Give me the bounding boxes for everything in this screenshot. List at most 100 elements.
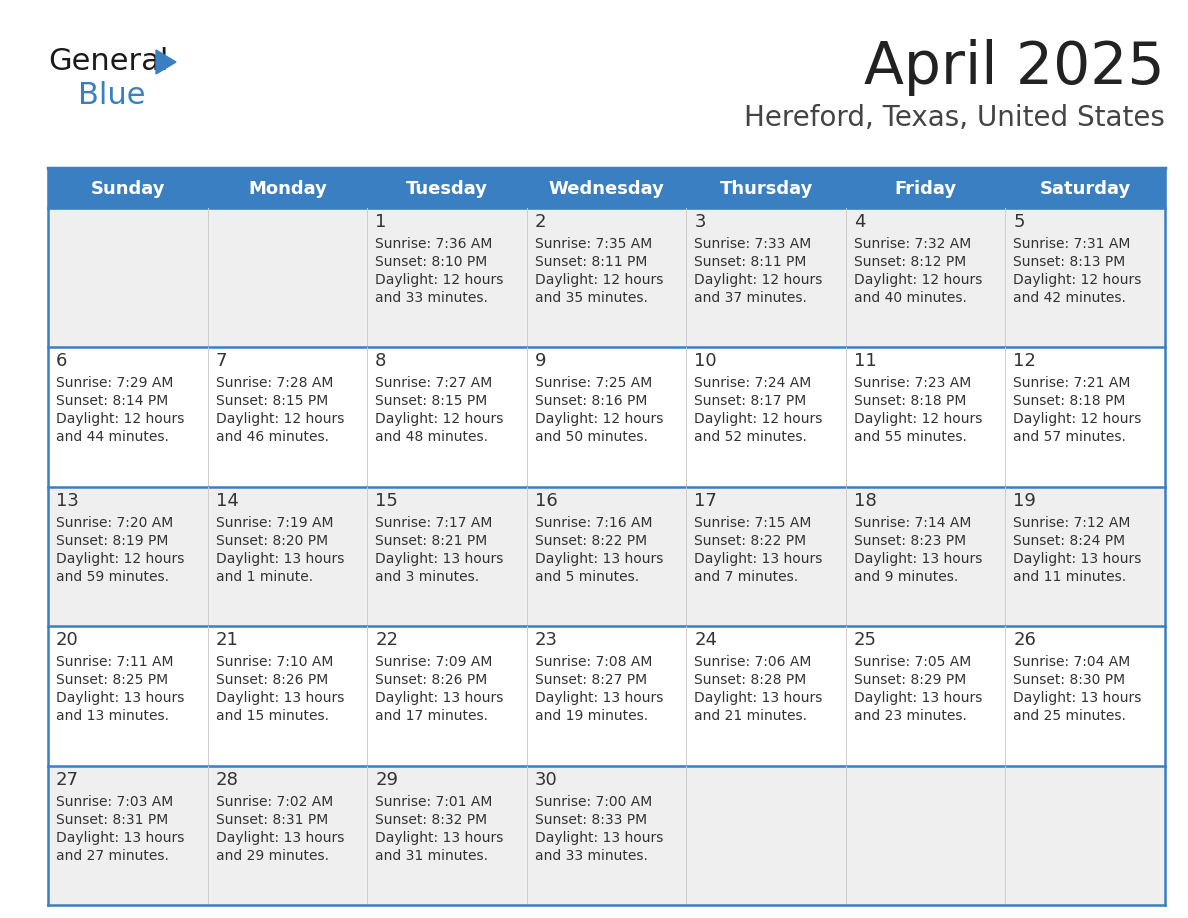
Text: Sunrise: 7:06 AM: Sunrise: 7:06 AM [694,655,811,669]
Text: and 59 minutes.: and 59 minutes. [56,570,169,584]
Text: Sunset: 8:22 PM: Sunset: 8:22 PM [535,533,646,548]
Text: Sunset: 8:10 PM: Sunset: 8:10 PM [375,255,487,269]
Bar [48,170,1165,208]
Text: and 31 minutes.: and 31 minutes. [375,848,488,863]
Bar [48,626,1165,766]
Text: 20: 20 [56,632,78,649]
Text: Sunrise: 7:23 AM: Sunrise: 7:23 AM [854,376,971,390]
Text: Daylight: 13 hours: Daylight: 13 hours [694,552,822,565]
Text: 10: 10 [694,353,716,370]
Text: and 33 minutes.: and 33 minutes. [535,848,647,863]
Text: Sunrise: 7:04 AM: Sunrise: 7:04 AM [1013,655,1131,669]
Text: Sunrise: 7:16 AM: Sunrise: 7:16 AM [535,516,652,530]
Text: Sunset: 8:26 PM: Sunset: 8:26 PM [215,673,328,688]
Text: Sunrise: 7:35 AM: Sunrise: 7:35 AM [535,237,652,251]
Text: Daylight: 13 hours: Daylight: 13 hours [535,691,663,705]
Text: 7: 7 [215,353,227,370]
Text: Sunrise: 7:32 AM: Sunrise: 7:32 AM [854,237,971,251]
Text: 29: 29 [375,770,398,789]
Bar [48,208,1165,347]
Text: Daylight: 13 hours: Daylight: 13 hours [535,552,663,565]
Text: Sunrise: 7:21 AM: Sunrise: 7:21 AM [1013,376,1131,390]
Text: 17: 17 [694,492,718,509]
Text: and 7 minutes.: and 7 minutes. [694,570,798,584]
Text: Daylight: 13 hours: Daylight: 13 hours [854,552,982,565]
Text: Sunset: 8:25 PM: Sunset: 8:25 PM [56,673,169,688]
Polygon shape [156,50,176,74]
Text: Sunrise: 7:31 AM: Sunrise: 7:31 AM [1013,237,1131,251]
Text: Daylight: 12 hours: Daylight: 12 hours [215,412,345,426]
Text: 11: 11 [854,353,877,370]
Text: Sunset: 8:32 PM: Sunset: 8:32 PM [375,812,487,826]
Text: and 57 minutes.: and 57 minutes. [1013,431,1126,444]
Text: Sunrise: 7:01 AM: Sunrise: 7:01 AM [375,795,493,809]
Text: and 23 minutes.: and 23 minutes. [854,710,967,723]
Text: Sunrise: 7:15 AM: Sunrise: 7:15 AM [694,516,811,530]
Text: Daylight: 13 hours: Daylight: 13 hours [1013,552,1142,565]
Text: Sunset: 8:18 PM: Sunset: 8:18 PM [1013,395,1126,409]
Text: 3: 3 [694,213,706,231]
Text: Daylight: 12 hours: Daylight: 12 hours [694,412,822,426]
Text: Daylight: 12 hours: Daylight: 12 hours [56,412,184,426]
Text: 25: 25 [854,632,877,649]
Text: Daylight: 13 hours: Daylight: 13 hours [535,831,663,845]
Text: 5: 5 [1013,213,1025,231]
Text: and 44 minutes.: and 44 minutes. [56,431,169,444]
Text: Sunrise: 7:20 AM: Sunrise: 7:20 AM [56,516,173,530]
Text: Sunset: 8:12 PM: Sunset: 8:12 PM [854,255,966,269]
Text: Daylight: 13 hours: Daylight: 13 hours [1013,691,1142,705]
Text: 2: 2 [535,213,546,231]
Text: 27: 27 [56,770,78,789]
Text: Daylight: 12 hours: Daylight: 12 hours [694,273,822,287]
Text: 9: 9 [535,353,546,370]
Text: 14: 14 [215,492,239,509]
Text: and 15 minutes.: and 15 minutes. [215,710,329,723]
Text: Daylight: 13 hours: Daylight: 13 hours [375,831,504,845]
Text: 4: 4 [854,213,865,231]
Text: Sunrise: 7:14 AM: Sunrise: 7:14 AM [854,516,972,530]
Text: and 52 minutes.: and 52 minutes. [694,431,807,444]
Text: and 27 minutes.: and 27 minutes. [56,848,169,863]
Text: Daylight: 13 hours: Daylight: 13 hours [215,552,345,565]
Text: 26: 26 [1013,632,1036,649]
Text: and 48 minutes.: and 48 minutes. [375,431,488,444]
Text: 24: 24 [694,632,718,649]
Text: 28: 28 [215,770,239,789]
Text: and 9 minutes.: and 9 minutes. [854,570,958,584]
Text: Hereford, Texas, United States: Hereford, Texas, United States [744,104,1165,132]
Text: Daylight: 12 hours: Daylight: 12 hours [1013,412,1142,426]
Text: Sunrise: 7:36 AM: Sunrise: 7:36 AM [375,237,493,251]
Text: Sunset: 8:28 PM: Sunset: 8:28 PM [694,673,807,688]
Text: April 2025: April 2025 [865,39,1165,96]
Text: Sunrise: 7:27 AM: Sunrise: 7:27 AM [375,376,492,390]
Text: Sunset: 8:18 PM: Sunset: 8:18 PM [854,395,966,409]
Text: and 46 minutes.: and 46 minutes. [215,431,329,444]
Text: Sunrise: 7:17 AM: Sunrise: 7:17 AM [375,516,493,530]
Text: 16: 16 [535,492,557,509]
Text: Sunset: 8:23 PM: Sunset: 8:23 PM [854,533,966,548]
Text: Sunrise: 7:00 AM: Sunrise: 7:00 AM [535,795,652,809]
Text: and 11 minutes.: and 11 minutes. [1013,570,1126,584]
Text: 22: 22 [375,632,398,649]
Text: Sunset: 8:24 PM: Sunset: 8:24 PM [1013,533,1125,548]
Text: and 29 minutes.: and 29 minutes. [215,848,329,863]
Text: Daylight: 12 hours: Daylight: 12 hours [854,412,982,426]
Text: Sunrise: 7:33 AM: Sunrise: 7:33 AM [694,237,811,251]
Text: Daylight: 12 hours: Daylight: 12 hours [854,273,982,287]
Text: Sunset: 8:16 PM: Sunset: 8:16 PM [535,395,647,409]
Text: and 40 minutes.: and 40 minutes. [854,291,967,305]
Text: Sunset: 8:14 PM: Sunset: 8:14 PM [56,395,169,409]
Text: 19: 19 [1013,492,1036,509]
Bar [48,347,1165,487]
Text: Wednesday: Wednesday [549,180,664,198]
Text: Sunrise: 7:09 AM: Sunrise: 7:09 AM [375,655,493,669]
Text: Daylight: 13 hours: Daylight: 13 hours [56,691,184,705]
Text: and 13 minutes.: and 13 minutes. [56,710,169,723]
Text: Daylight: 12 hours: Daylight: 12 hours [375,273,504,287]
Text: and 42 minutes.: and 42 minutes. [1013,291,1126,305]
Text: Daylight: 13 hours: Daylight: 13 hours [215,831,345,845]
Text: Sunrise: 7:28 AM: Sunrise: 7:28 AM [215,376,333,390]
Text: Daylight: 13 hours: Daylight: 13 hours [375,691,504,705]
Text: General: General [48,48,169,76]
Text: Sunrise: 7:29 AM: Sunrise: 7:29 AM [56,376,173,390]
